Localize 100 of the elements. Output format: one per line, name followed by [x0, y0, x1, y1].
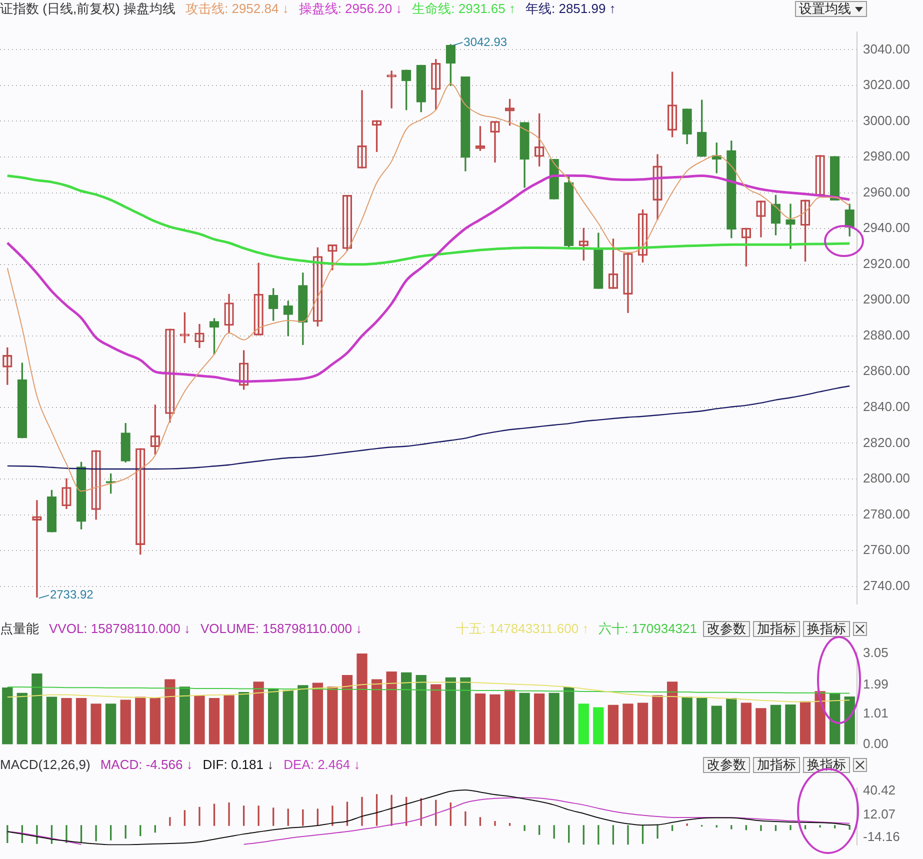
- text: 六十: 170934321: [598, 620, 697, 638]
- y-tick-label: 3020.00: [863, 77, 910, 92]
- bar: [16, 692, 28, 744]
- bar: [519, 692, 530, 744]
- y-tick-label: -14.16: [863, 829, 900, 844]
- y-tick-label: 1.01: [863, 706, 888, 721]
- bar: [578, 704, 589, 744]
- y-tick-label: 2760.00: [863, 542, 910, 558]
- text: VVOL: 158798110.000 ↓: [49, 621, 190, 636]
- bar: [105, 704, 116, 744]
- bar: [135, 696, 146, 744]
- bar: [534, 693, 545, 744]
- y-tick-label: 2860.00: [863, 363, 910, 378]
- y-tick-label: 3040.00: [863, 41, 910, 56]
- bar: [179, 686, 190, 744]
- bar: [238, 692, 250, 744]
- y-tick-label: 2880.00: [863, 327, 910, 342]
- bar: [682, 696, 692, 744]
- text: MACD: -4.566 ↓: [100, 757, 193, 772]
- y-tick-label: 2980.00: [863, 148, 910, 164]
- text: VOLUME: 158798110.000 ↓: [200, 621, 362, 636]
- bar: [76, 698, 87, 744]
- bar: [593, 707, 604, 744]
- bar: [564, 686, 574, 744]
- annotation: 2733.92: [50, 588, 94, 602]
- y-tick-label: 3000.00: [863, 112, 910, 128]
- bar: [416, 675, 426, 744]
- y-tick-label: 2920.00: [863, 256, 910, 271]
- bar: [2, 688, 13, 744]
- candlestick: [815, 155, 825, 196]
- bar: [194, 695, 205, 744]
- annotation: 3042.93: [464, 34, 508, 49]
- bar: [282, 690, 294, 744]
- text: 加指标: [757, 757, 796, 772]
- bar: [666, 682, 678, 744]
- line-series: [6, 789, 850, 846]
- bar: [696, 698, 708, 744]
- y-tick-label: 0.00: [863, 736, 888, 751]
- bar: [386, 671, 397, 744]
- chart-title: 证指数 (日线,前复权) 操盘均线: [0, 1, 176, 16]
- y-tick-label: 2940.00: [863, 220, 910, 236]
- text: 换指标: [807, 621, 846, 636]
- chart-title: MACD(12,26,9): [0, 757, 90, 772]
- bar: [756, 708, 766, 744]
- bar: [208, 698, 220, 744]
- bar: [844, 696, 855, 744]
- bar: [785, 704, 796, 744]
- y-tick-label: 2780.00: [863, 506, 910, 522]
- bar: [312, 682, 324, 744]
- bar: [622, 704, 634, 744]
- bar: [652, 695, 663, 744]
- bar: [474, 693, 486, 744]
- line-series: [6, 682, 850, 702]
- bar: [224, 695, 234, 744]
- bar: [401, 672, 412, 744]
- y-tick-label: 40.42: [863, 782, 896, 798]
- y-tick-label: 2820.00: [863, 434, 910, 450]
- bar: [32, 674, 42, 744]
- text: 设置均线: [799, 1, 851, 16]
- y-tick-label: 2900.00: [863, 292, 910, 307]
- text: DEA: 2.464 ↓: [284, 757, 360, 772]
- bar: [90, 704, 102, 744]
- text: 操盘线: 2956.20 ↓: [298, 1, 402, 16]
- bar: [711, 706, 722, 744]
- bar: [61, 698, 72, 744]
- text: 改参数: [707, 621, 746, 636]
- bar: [298, 685, 308, 744]
- text: 十五: 147843311.600 ↑: [456, 620, 589, 638]
- bar: [490, 694, 500, 744]
- bar: [770, 704, 782, 744]
- y-tick-label: 12.07: [863, 806, 896, 822]
- bar: [830, 693, 840, 744]
- bar: [726, 698, 737, 744]
- chart-title: 点量能: [0, 621, 39, 636]
- bar: [371, 679, 382, 744]
- bar: [150, 698, 160, 744]
- bar: [504, 690, 516, 744]
- y-tick-label: 2840.00: [863, 399, 910, 414]
- bar: [740, 702, 752, 744]
- bar: [46, 696, 58, 744]
- bar: [445, 677, 456, 744]
- text: 攻击线: 2952.84 ↓: [186, 1, 289, 16]
- text: 生命线: 2931.65 ↑: [412, 1, 516, 16]
- bar: [356, 654, 368, 744]
- bar: [637, 702, 648, 744]
- bar: [800, 701, 811, 744]
- bar: [342, 675, 353, 744]
- bar: [268, 688, 279, 744]
- bar: [608, 704, 619, 744]
- bar: [548, 692, 560, 744]
- y-tick-label: 2740.00: [863, 578, 910, 593]
- bar: [253, 682, 264, 744]
- text: 加指标: [757, 621, 796, 636]
- bar: [460, 677, 471, 744]
- bar: [327, 686, 338, 744]
- line-series: [6, 385, 850, 470]
- y-tick-label: 1.99: [863, 676, 888, 692]
- y-tick-label: 2800.00: [863, 470, 910, 486]
- text: DIF: 0.181 ↓: [202, 757, 274, 772]
- y-tick-label: 2960.00: [863, 184, 910, 200]
